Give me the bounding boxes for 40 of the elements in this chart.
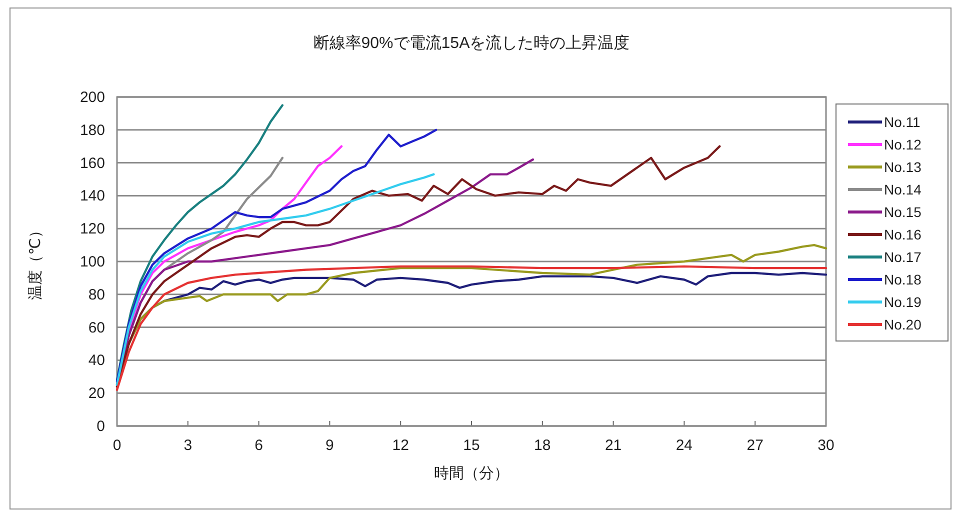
line-series [116, 104, 284, 382]
legend-label: No.14 [884, 182, 922, 198]
x-tick-label: 18 [534, 437, 551, 454]
chart-title: 断線率90%で電流15Aを流した時の上昇温度 [313, 34, 630, 52]
y-tick-label: 120 [80, 220, 105, 238]
x-tick-label: 30 [818, 437, 834, 454]
x-tick-label: 12 [392, 437, 409, 454]
x-tick-label: 3 [184, 437, 192, 454]
x-tick-label: 6 [254, 437, 263, 454]
y-axis-title: 温度（℃） [27, 223, 44, 300]
y-tick-label: 0 [96, 418, 105, 435]
y-tick-label: 20 [88, 385, 105, 402]
x-axis-title: 時間（分） [434, 465, 509, 482]
y-tick-label: 80 [88, 286, 105, 304]
y-tick-label: 160 [80, 154, 105, 172]
y-tick-label: 200 [80, 89, 105, 106]
y-tick-label: 100 [80, 254, 105, 270]
legend-label: No.18 [884, 272, 922, 288]
legend-label: No.12 [884, 136, 922, 152]
x-tick-label: 15 [463, 437, 480, 454]
x-tick-label: 27 [746, 437, 764, 454]
legend-label: No.16 [884, 226, 922, 242]
x-tick-label: 24 [676, 437, 693, 454]
y-tick-label: 60 [88, 319, 105, 336]
legend-label: No.19 [884, 294, 922, 310]
y-tick-label: 40 [88, 352, 105, 370]
y-tick-label: 140 [80, 188, 105, 205]
legend-label: No.20 [884, 316, 922, 332]
line-series [116, 128, 438, 383]
legend-label: No.11 [884, 114, 921, 130]
x-tick-label: 0 [112, 437, 122, 454]
legend-label: No.15 [884, 204, 922, 220]
x-tick-label: 9 [326, 437, 334, 454]
legend-label: No.17 [884, 249, 922, 265]
legend-label: No.13 [884, 159, 922, 175]
line-series [128, 145, 343, 332]
line-series [116, 173, 435, 386]
x-tick-label: 21 [604, 437, 622, 454]
line-series [116, 145, 721, 388]
y-tick-label: 180 [80, 122, 105, 139]
